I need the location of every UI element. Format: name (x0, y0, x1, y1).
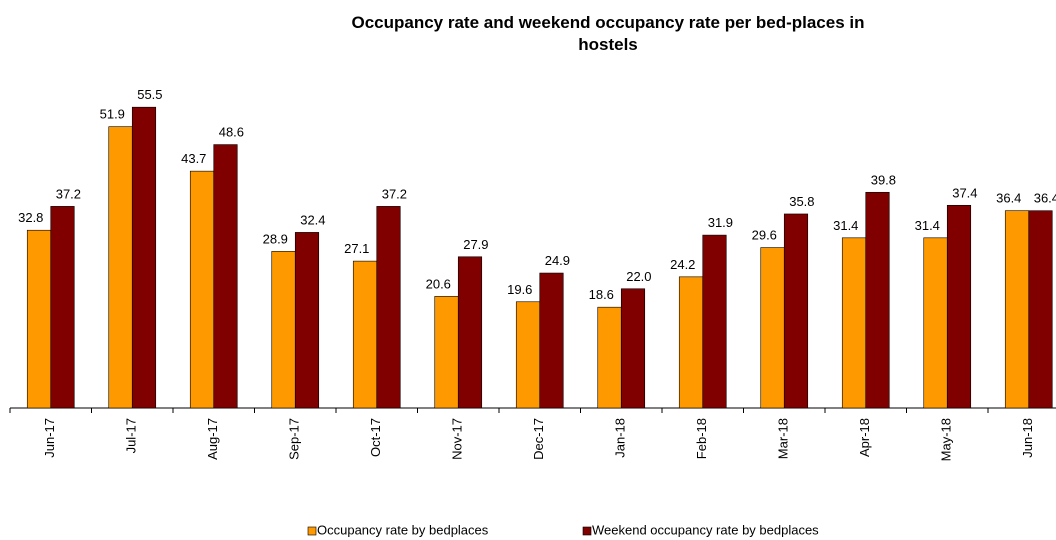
value-label: 19.6 (507, 282, 532, 297)
value-label: 51.9 (100, 107, 125, 122)
value-label: 22.0 (626, 269, 651, 284)
bar (841, 237, 867, 409)
value-label: 31.4 (833, 218, 858, 233)
bar (50, 206, 75, 409)
value-label: 55.5 (137, 87, 162, 102)
value-label: 18.6 (589, 287, 614, 302)
bar (515, 301, 541, 409)
value-label: 24.2 (670, 257, 695, 272)
x-tick-label: Jan-18 (613, 418, 628, 458)
x-tick-label: Mar-18 (776, 418, 791, 459)
value-label: 28.9 (263, 231, 288, 246)
x-tick-label: Jun-17 (42, 418, 57, 458)
value-label: 24.9 (545, 253, 570, 268)
bar (1028, 210, 1053, 409)
value-label: 27.1 (344, 241, 369, 256)
bar (597, 306, 622, 409)
value-label: 36.4 (996, 191, 1021, 206)
bar (108, 126, 133, 409)
bar (352, 260, 378, 409)
value-label: 43.7 (181, 151, 206, 166)
bar (620, 288, 646, 409)
bar (376, 206, 401, 409)
x-tick-label: Jul-17 (124, 418, 139, 453)
value-label: 39.8 (871, 172, 896, 187)
bar (678, 276, 704, 409)
legend-label: Occupancy rate by bedplaces (317, 522, 489, 537)
bar (26, 229, 52, 409)
bar (213, 144, 238, 409)
bar (1004, 210, 1030, 409)
value-label: 31.9 (708, 215, 733, 230)
value-label: 37.4 (952, 185, 977, 200)
legend-swatch (582, 526, 592, 536)
bar (271, 251, 296, 409)
bar (702, 234, 727, 409)
x-tick-label: Feb-18 (694, 418, 709, 459)
value-label: 35.8 (789, 194, 814, 209)
value-label: 31.4 (915, 218, 940, 233)
value-label: 29.6 (752, 228, 777, 243)
legend-label: Weekend occupancy rate by bedplaces (592, 522, 819, 537)
value-label: 32.4 (300, 212, 325, 227)
legend-swatch (307, 526, 317, 536)
x-tick-label: Aug-17 (205, 418, 220, 460)
value-label: 32.8 (18, 210, 43, 225)
value-label: 27.9 (463, 237, 488, 252)
value-label: 20.6 (426, 276, 451, 291)
bar (131, 106, 157, 409)
bar (434, 296, 459, 409)
x-tick-label: Jun-18 (1020, 418, 1035, 458)
x-tick-label: May-18 (939, 418, 954, 461)
bar (783, 213, 809, 409)
bar (539, 272, 564, 409)
x-tick-label: Oct-17 (368, 418, 383, 457)
value-label: 36.4 (1034, 191, 1056, 206)
bar (457, 256, 483, 409)
bar (294, 232, 320, 409)
bar (865, 191, 890, 409)
value-label: 48.6 (219, 125, 244, 140)
bar (946, 204, 972, 409)
x-tick-label: Apr-18 (857, 418, 872, 457)
bar (189, 170, 215, 409)
bar (923, 237, 948, 409)
value-label: 37.2 (382, 186, 407, 201)
chart-title: Occupancy rate and weekend occupancy rat… (351, 13, 864, 54)
x-tick-label: Nov-17 (450, 418, 465, 460)
value-label: 37.2 (56, 186, 81, 201)
x-tick-label: Sep-17 (287, 418, 302, 460)
bar (760, 247, 785, 409)
x-tick-label: Dec-17 (531, 418, 546, 460)
